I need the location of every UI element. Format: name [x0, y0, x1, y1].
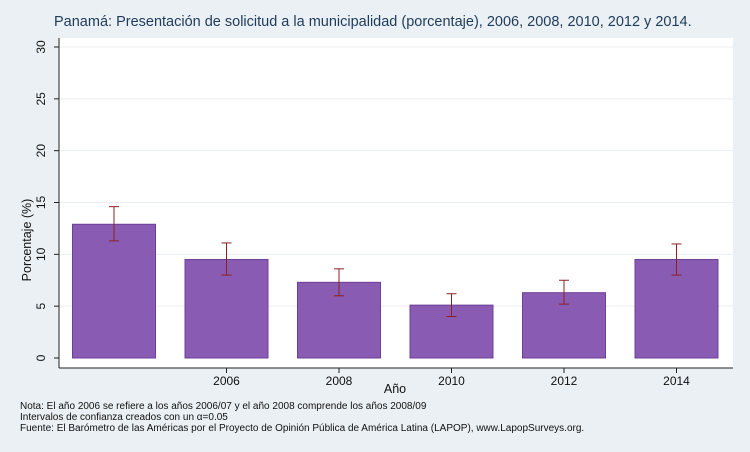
y-tick-label: 30	[34, 40, 48, 54]
x-tick-label: 2012	[551, 374, 578, 388]
x-tick-label: 2010	[438, 374, 465, 388]
chart-title: Panamá: Presentación de solicitud a la m…	[54, 14, 692, 30]
y-axis-label: Porcentaje (%)	[20, 199, 34, 282]
note-confidence: Intervalos de confianza creados con un α…	[20, 412, 228, 423]
x-tick-label: 2006	[213, 374, 240, 388]
bar	[72, 223, 156, 359]
y-tick-label: 5	[34, 303, 48, 310]
x-tick-label: 2014	[663, 374, 690, 388]
note-years: Nota: El año 2006 se refiere a los años …	[20, 401, 427, 412]
x-tick-label: 2008	[326, 374, 353, 388]
x-axis-label: Año	[384, 382, 406, 396]
y-tick-label: 15	[34, 196, 48, 210]
axes: 0 5 10 15 20 25 30 2006 2008 2010 2012 2014	[34, 38, 733, 388]
y-tick-label: 10	[34, 247, 48, 261]
bar	[634, 259, 719, 359]
bars	[72, 223, 719, 359]
note-source: Fuente: El Barómetro de las Américas por…	[20, 423, 585, 434]
y-tick-label: 20	[34, 144, 48, 158]
y-tick-label: 0	[34, 354, 48, 361]
y-tick-label: 25	[34, 92, 48, 106]
gridlines	[59, 46, 733, 307]
error-bars	[109, 206, 682, 318]
bar	[184, 259, 269, 359]
